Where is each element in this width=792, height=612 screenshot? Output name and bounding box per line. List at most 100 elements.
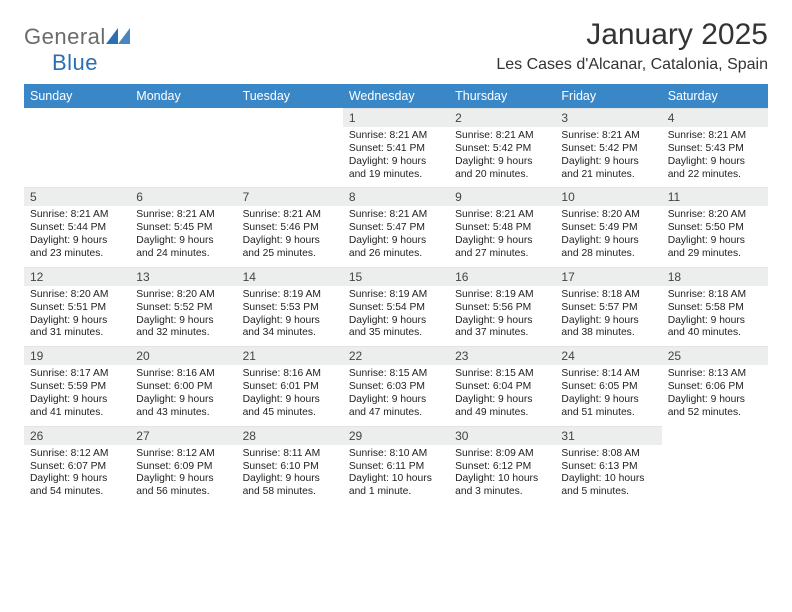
daylight-text: Daylight: 9 hours and 54 minutes. <box>30 473 124 499</box>
day-number: 10 <box>555 187 661 206</box>
day-body: Sunrise: 8:21 AMSunset: 5:43 PMDaylight:… <box>662 127 768 187</box>
day-number <box>662 426 768 444</box>
calendar-cell <box>24 108 130 187</box>
day-body <box>662 444 768 500</box>
day-number: 8 <box>343 187 449 206</box>
sunset-text: Sunset: 6:06 PM <box>668 381 762 394</box>
calendar-cell: 15Sunrise: 8:19 AMSunset: 5:54 PMDayligh… <box>343 267 449 346</box>
day-body: Sunrise: 8:09 AMSunset: 6:12 PMDaylight:… <box>449 445 555 505</box>
sunset-text: Sunset: 5:52 PM <box>136 302 230 315</box>
day-number: 2 <box>449 108 555 127</box>
day-number: 3 <box>555 108 661 127</box>
calendar-cell: 20Sunrise: 8:16 AMSunset: 6:00 PMDayligh… <box>130 346 236 425</box>
day-number: 23 <box>449 346 555 365</box>
sunset-text: Sunset: 5:41 PM <box>349 143 443 156</box>
day-number <box>130 108 236 126</box>
day-body: Sunrise: 8:21 AMSunset: 5:42 PMDaylight:… <box>449 127 555 187</box>
day-number: 26 <box>24 426 130 445</box>
sunrise-text: Sunrise: 8:17 AM <box>30 368 124 381</box>
sunrise-text: Sunrise: 8:15 AM <box>455 368 549 381</box>
calendar-cell: 18Sunrise: 8:18 AMSunset: 5:58 PMDayligh… <box>662 267 768 346</box>
calendar-cell: 25Sunrise: 8:13 AMSunset: 6:06 PMDayligh… <box>662 346 768 425</box>
day-body <box>237 126 343 182</box>
day-number: 12 <box>24 267 130 286</box>
day-body: Sunrise: 8:21 AMSunset: 5:45 PMDaylight:… <box>130 206 236 266</box>
day-number: 5 <box>24 187 130 206</box>
sunset-text: Sunset: 5:51 PM <box>30 302 124 315</box>
sunset-text: Sunset: 6:09 PM <box>136 461 230 474</box>
calendar-cell <box>130 108 236 187</box>
day-number: 22 <box>343 346 449 365</box>
calendar-cell: 24Sunrise: 8:14 AMSunset: 6:05 PMDayligh… <box>555 346 661 425</box>
sunset-text: Sunset: 5:42 PM <box>561 143 655 156</box>
daylight-text: Daylight: 10 hours and 5 minutes. <box>561 473 655 499</box>
day-number: 31 <box>555 426 661 445</box>
day-number: 15 <box>343 267 449 286</box>
day-body: Sunrise: 8:21 AMSunset: 5:44 PMDaylight:… <box>24 206 130 266</box>
weekday-header: Wednesday <box>343 84 449 108</box>
calendar-cell: 22Sunrise: 8:15 AMSunset: 6:03 PMDayligh… <box>343 346 449 425</box>
brand-text: GeneralBlue <box>24 24 130 76</box>
day-number: 29 <box>343 426 449 445</box>
sunrise-text: Sunrise: 8:12 AM <box>136 448 230 461</box>
calendar-cell: 14Sunrise: 8:19 AMSunset: 5:53 PMDayligh… <box>237 267 343 346</box>
day-body: Sunrise: 8:21 AMSunset: 5:42 PMDaylight:… <box>555 127 661 187</box>
calendar-row: 5Sunrise: 8:21 AMSunset: 5:44 PMDaylight… <box>24 187 768 266</box>
sunrise-text: Sunrise: 8:14 AM <box>561 368 655 381</box>
sunset-text: Sunset: 6:05 PM <box>561 381 655 394</box>
sunrise-text: Sunrise: 8:21 AM <box>136 209 230 222</box>
sunrise-text: Sunrise: 8:21 AM <box>243 209 337 222</box>
sunset-text: Sunset: 5:42 PM <box>455 143 549 156</box>
day-number: 11 <box>662 187 768 206</box>
calendar-cell: 1Sunrise: 8:21 AMSunset: 5:41 PMDaylight… <box>343 108 449 187</box>
title-block: January 2025 Les Cases d'Alcanar, Catalo… <box>496 18 768 74</box>
daylight-text: Daylight: 9 hours and 35 minutes. <box>349 315 443 341</box>
sunrise-text: Sunrise: 8:10 AM <box>349 448 443 461</box>
calendar-row: 1Sunrise: 8:21 AMSunset: 5:41 PMDaylight… <box>24 108 768 187</box>
day-body <box>24 126 130 182</box>
day-body: Sunrise: 8:08 AMSunset: 6:13 PMDaylight:… <box>555 445 661 505</box>
sunset-text: Sunset: 5:58 PM <box>668 302 762 315</box>
sunrise-text: Sunrise: 8:21 AM <box>668 130 762 143</box>
day-body: Sunrise: 8:14 AMSunset: 6:05 PMDaylight:… <box>555 365 661 425</box>
day-body: Sunrise: 8:10 AMSunset: 6:11 PMDaylight:… <box>343 445 449 505</box>
calendar-cell <box>237 108 343 187</box>
day-number: 30 <box>449 426 555 445</box>
header: GeneralBlue January 2025 Les Cases d'Alc… <box>24 18 768 76</box>
calendar-cell: 21Sunrise: 8:16 AMSunset: 6:01 PMDayligh… <box>237 346 343 425</box>
sunset-text: Sunset: 5:47 PM <box>349 222 443 235</box>
daylight-text: Daylight: 9 hours and 47 minutes. <box>349 394 443 420</box>
daylight-text: Daylight: 10 hours and 3 minutes. <box>455 473 549 499</box>
weekday-header: Sunday <box>24 84 130 108</box>
daylight-text: Daylight: 9 hours and 23 minutes. <box>30 235 124 261</box>
sunset-text: Sunset: 5:56 PM <box>455 302 549 315</box>
daylight-text: Daylight: 9 hours and 21 minutes. <box>561 156 655 182</box>
day-body: Sunrise: 8:21 AMSunset: 5:48 PMDaylight:… <box>449 206 555 266</box>
sunrise-text: Sunrise: 8:18 AM <box>668 289 762 302</box>
calendar-cell: 12Sunrise: 8:20 AMSunset: 5:51 PMDayligh… <box>24 267 130 346</box>
day-body: Sunrise: 8:19 AMSunset: 5:53 PMDaylight:… <box>237 286 343 346</box>
sunset-text: Sunset: 5:48 PM <box>455 222 549 235</box>
calendar-cell: 6Sunrise: 8:21 AMSunset: 5:45 PMDaylight… <box>130 187 236 266</box>
daylight-text: Daylight: 9 hours and 24 minutes. <box>136 235 230 261</box>
daylight-text: Daylight: 9 hours and 27 minutes. <box>455 235 549 261</box>
calendar-cell: 13Sunrise: 8:20 AMSunset: 5:52 PMDayligh… <box>130 267 236 346</box>
weekday-header: Monday <box>130 84 236 108</box>
calendar-cell: 5Sunrise: 8:21 AMSunset: 5:44 PMDaylight… <box>24 187 130 266</box>
weekday-header-row: Sunday Monday Tuesday Wednesday Thursday… <box>24 84 768 108</box>
calendar-table: Sunday Monday Tuesday Wednesday Thursday… <box>24 84 768 505</box>
sunset-text: Sunset: 6:00 PM <box>136 381 230 394</box>
sunrise-text: Sunrise: 8:21 AM <box>349 130 443 143</box>
sunrise-text: Sunrise: 8:20 AM <box>668 209 762 222</box>
day-number: 28 <box>237 426 343 445</box>
weekday-header: Saturday <box>662 84 768 108</box>
calendar-cell: 9Sunrise: 8:21 AMSunset: 5:48 PMDaylight… <box>449 187 555 266</box>
sunset-text: Sunset: 5:59 PM <box>30 381 124 394</box>
day-body: Sunrise: 8:15 AMSunset: 6:03 PMDaylight:… <box>343 365 449 425</box>
day-number: 7 <box>237 187 343 206</box>
daylight-text: Daylight: 9 hours and 37 minutes. <box>455 315 549 341</box>
location-subtitle: Les Cases d'Alcanar, Catalonia, Spain <box>496 56 768 74</box>
calendar-cell: 23Sunrise: 8:15 AMSunset: 6:04 PMDayligh… <box>449 346 555 425</box>
sunset-text: Sunset: 6:13 PM <box>561 461 655 474</box>
calendar-body: 1Sunrise: 8:21 AMSunset: 5:41 PMDaylight… <box>24 108 768 505</box>
